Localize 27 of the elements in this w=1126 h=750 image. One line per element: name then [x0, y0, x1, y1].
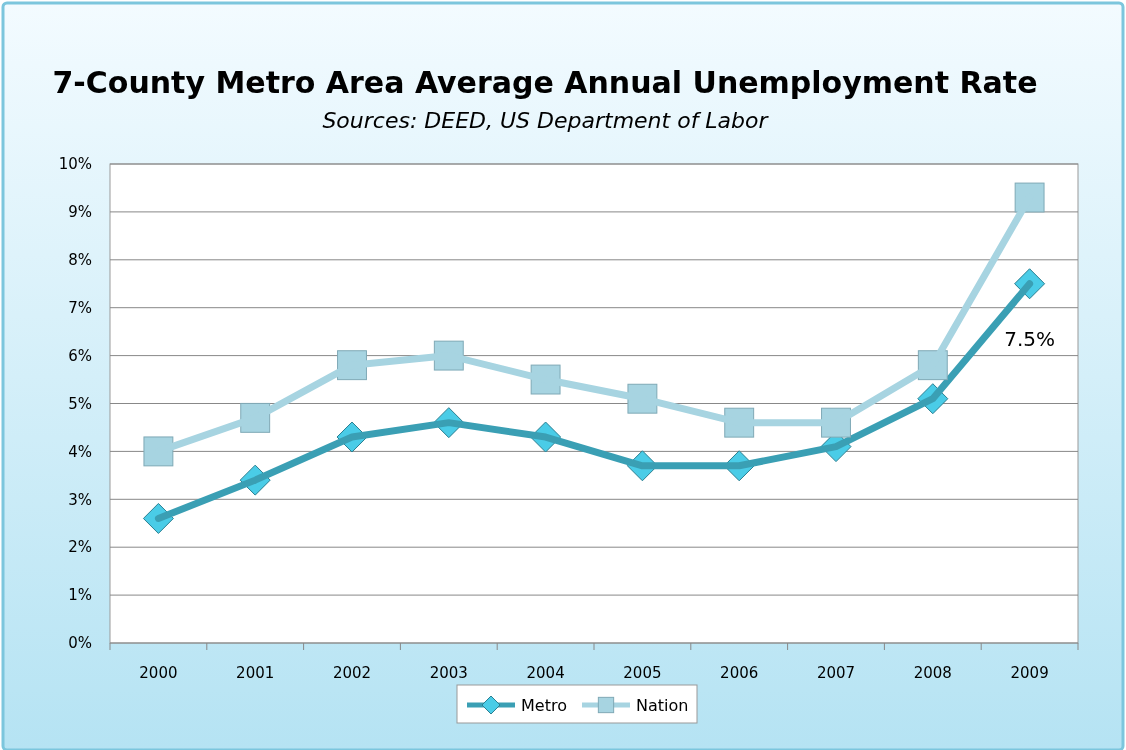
y-tick-label: 1% [68, 586, 92, 605]
y-tick-label: 7% [68, 298, 92, 317]
y-tick-label: 6% [68, 346, 92, 365]
y-tick-label: 2% [68, 538, 92, 557]
y-tick-label: 0% [68, 634, 92, 653]
y-tick-label: 8% [68, 251, 92, 270]
x-tick-label: 2002 [332, 664, 372, 682]
y-tick-label: 4% [68, 442, 92, 461]
x-tick-label: 2000 [139, 664, 178, 682]
x-tick-label: 2001 [236, 664, 275, 682]
data-label: 7.5% [1004, 326, 1056, 351]
x-tick-label: 2008 [913, 664, 952, 682]
x-tick-label: 2006 [720, 664, 759, 682]
y-tick-label: 3% [68, 490, 92, 509]
y-tick-label: 9% [68, 203, 92, 222]
y-tick-label: 10% [58, 155, 92, 174]
x-tick-label: 2007 [816, 664, 856, 682]
point [143, 436, 174, 467]
x-tick-label: 2004 [526, 664, 565, 682]
x-tick-label: 2005 [623, 664, 662, 682]
legend-label: Metro [521, 695, 567, 715]
x-tick-label: 2009 [1010, 664, 1049, 682]
chart-subtitle: Sources: DEED, US Department of Labor [322, 108, 770, 133]
chart-title: 7-County Metro Area Average Annual Unemployment Rate [52, 65, 1038, 100]
y-tick-label: 5% [68, 394, 92, 413]
x-tick-label: 2003 [429, 664, 468, 682]
legend-label: Nation [636, 695, 689, 715]
